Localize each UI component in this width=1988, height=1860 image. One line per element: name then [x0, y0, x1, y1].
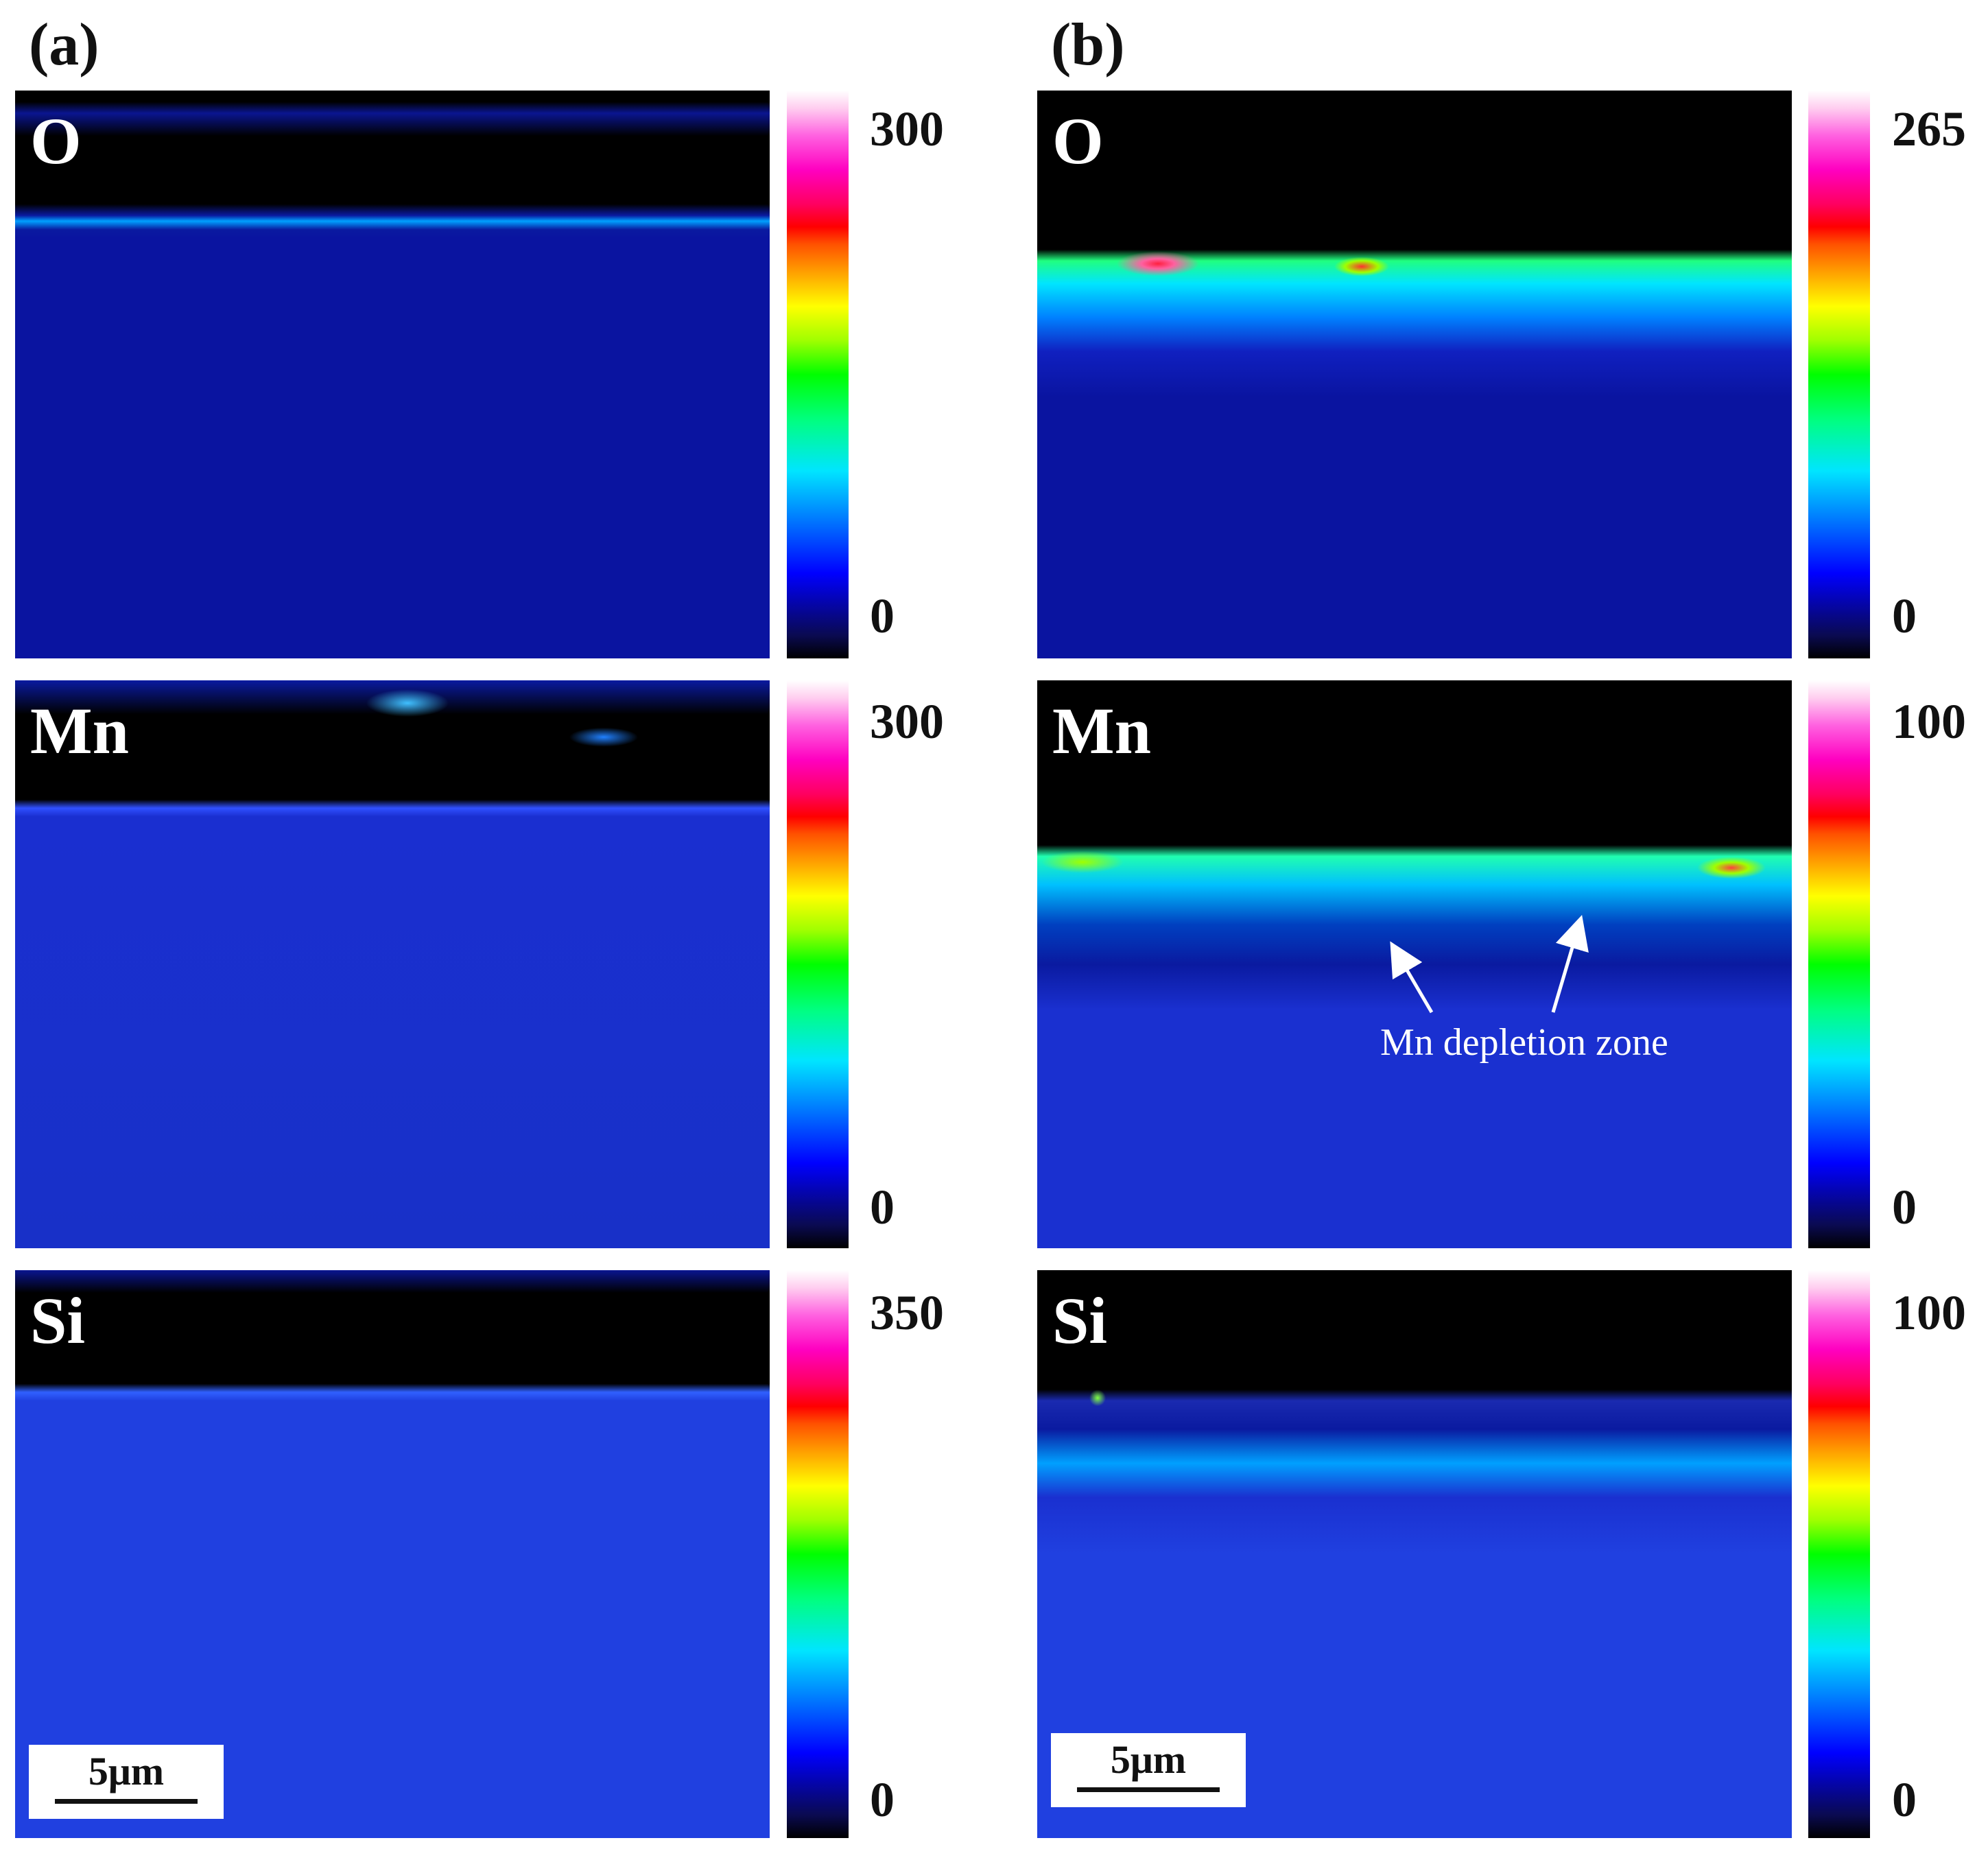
scale-bar-label: 5μm	[1110, 1737, 1187, 1782]
map-a-silicon: Si 5μm	[15, 1270, 770, 1838]
map-b-oxygen: O	[1037, 91, 1792, 658]
scale-bar-line	[55, 1799, 198, 1804]
colorbar-min: 0	[1892, 588, 1917, 643]
map-a-manganese: Mn	[15, 680, 770, 1248]
colorbar-max: 300	[870, 694, 944, 749]
element-label: Mn	[30, 694, 129, 767]
scale-bar-a: 5μm	[29, 1745, 224, 1819]
arrow-left	[1390, 941, 1434, 1014]
column-label-b: (b)	[1051, 12, 1125, 78]
colorbar-a-silicon	[787, 1270, 849, 1838]
element-label: Si	[1052, 1284, 1108, 1357]
colorbar-b-manganese	[1808, 680, 1870, 1248]
map-a-oxygen: O	[15, 91, 770, 658]
map-b-silicon: Si 5μm	[1037, 1270, 1792, 1838]
colorbar-a-oxygen	[787, 91, 849, 658]
colorbar-max: 100	[1892, 694, 1966, 749]
element-label: O	[30, 104, 82, 178]
element-label: Si	[30, 1284, 86, 1357]
arrow-right	[1551, 915, 1589, 1013]
colorbar-min: 0	[870, 1772, 895, 1827]
scale-bar-label: 5μm	[88, 1749, 165, 1793]
annotation-arrows	[1390, 915, 1589, 1014]
element-label: O	[1052, 104, 1104, 178]
element-label: Mn	[1052, 694, 1151, 767]
colorbar-max: 265	[1892, 102, 1966, 156]
column-label-a: (a)	[29, 12, 99, 78]
colorbar-max: 100	[1892, 1285, 1966, 1340]
annotation-mn-depletion-zone: Mn depletion zone	[1380, 1021, 1668, 1064]
scale-bar-line	[1077, 1787, 1220, 1792]
colorbar-min: 0	[1892, 1180, 1917, 1235]
colorbar-min: 0	[870, 588, 895, 643]
colorbar-a-manganese	[787, 680, 849, 1248]
colorbar-min: 0	[870, 1180, 895, 1235]
colorbar-min: 0	[1892, 1772, 1917, 1827]
map-b-manganese: Mn Mn depletion zone	[1037, 680, 1792, 1248]
scale-bar-b: 5μm	[1051, 1733, 1246, 1807]
colorbar-max: 300	[870, 102, 944, 156]
colorbar-max: 350	[870, 1285, 944, 1340]
colorbar-b-silicon	[1808, 1270, 1870, 1838]
colorbar-b-oxygen	[1808, 91, 1870, 658]
